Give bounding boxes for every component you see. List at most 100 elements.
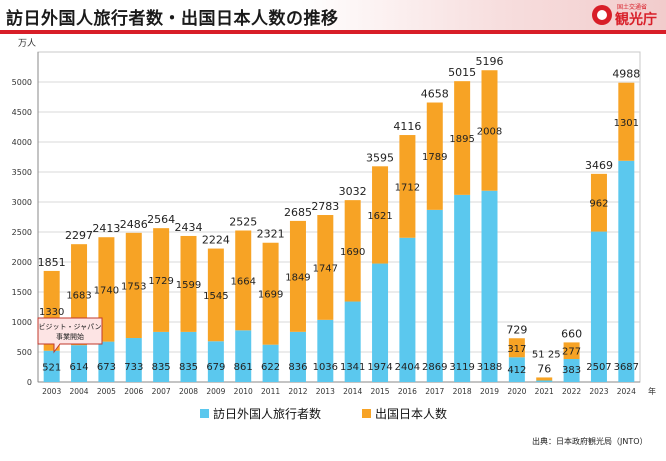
outbound-value-label: 1740: [94, 285, 119, 296]
outbound-value-label: 1690: [340, 247, 365, 258]
inbound-value-label: 836: [288, 362, 307, 373]
bar-inbound: [399, 237, 416, 382]
bar-inbound: [454, 194, 471, 382]
bar-inbound: [536, 380, 553, 382]
bar-outbound: [536, 377, 553, 381]
bar-outbound: [481, 70, 498, 191]
outbound-value-label: 1545: [203, 291, 228, 302]
outbound-value-label: 962: [589, 199, 608, 210]
x-tick-label: 2016: [398, 387, 417, 396]
outbound-value-label: 1895: [449, 134, 474, 145]
total-label: 2564: [147, 213, 175, 226]
total-label: 5196: [476, 55, 504, 68]
outbound-value-label: 1330: [39, 307, 64, 318]
legend-swatch-inbound: [200, 409, 209, 418]
x-tick-label: 2023: [589, 387, 608, 396]
x-tick-label: 2005: [97, 387, 116, 396]
outbound-value-label: 1683: [66, 291, 91, 302]
outbound-value-label: 1664: [231, 276, 256, 287]
x-tick-label: 2010: [234, 387, 253, 396]
inbound-value-label: 383: [562, 365, 581, 376]
inbound-value-label: 679: [206, 362, 225, 373]
inbound-value-label: 25: [548, 349, 561, 360]
inbound-value-label: 733: [124, 362, 143, 373]
x-tick-label: 2014: [343, 387, 362, 396]
bar-inbound: [180, 331, 197, 382]
total-label: 2486: [120, 218, 148, 231]
inbound-value-label: 2869: [422, 362, 447, 373]
inbound-value-label: 2404: [395, 362, 420, 373]
outbound-value-label: 1849: [285, 272, 310, 283]
outbound-value-label: 1747: [313, 263, 338, 274]
inbound-value-label: 1341: [340, 362, 365, 373]
total-label: 729: [506, 323, 527, 336]
bar-inbound: [344, 301, 361, 382]
x-tick-label: 2017: [425, 387, 444, 396]
total-label: 76: [537, 362, 551, 375]
legend-label-inbound: 訪日外国人旅行者数: [213, 406, 321, 421]
outbound-value-label: 277: [562, 347, 581, 358]
x-tick-label: 2019: [480, 387, 499, 396]
outbound-value-label: 1599: [176, 280, 201, 291]
outbound-value-label: 1789: [422, 152, 447, 163]
bar-inbound: [262, 344, 279, 382]
inbound-value-label: 835: [152, 362, 171, 373]
outbound-value-label: 1621: [367, 211, 392, 222]
bar-outbound: [235, 230, 252, 331]
outbound-value-label: 1712: [395, 182, 420, 193]
inbound-value-label: 614: [69, 362, 88, 373]
outbound-value-label: 1699: [258, 290, 283, 301]
annotation-line2: 事業開始: [56, 332, 84, 341]
x-tick-label: 2009: [206, 387, 225, 396]
x-tick-label: 2024: [617, 387, 636, 396]
x-tick-label: 2012: [288, 387, 307, 396]
total-label: 2685: [284, 206, 312, 219]
bar-outbound: [344, 200, 361, 302]
inbound-value-label: 673: [97, 362, 116, 373]
total-label: 2413: [92, 222, 120, 235]
x-tick-label: 2015: [370, 387, 389, 396]
total-label: 4116: [393, 120, 421, 133]
y-tick-label: 2000: [12, 258, 32, 267]
inbound-value-label: 861: [234, 362, 253, 373]
total-label: 660: [561, 327, 582, 340]
total-label: 1851: [38, 256, 66, 269]
title-band: [0, 0, 666, 30]
title-rule: [0, 30, 666, 34]
total-label: 2783: [311, 200, 339, 213]
sun-logo-icon: [592, 5, 612, 25]
inbound-value-label: 412: [507, 365, 526, 376]
y-tick-label: 0: [27, 378, 32, 387]
bar-inbound: [71, 345, 88, 382]
bar-inbound: [207, 341, 224, 382]
x-tick-label: 2011: [261, 387, 280, 396]
bar-inbound: [43, 350, 60, 382]
bar-inbound: [618, 160, 635, 382]
x-tick-label: 2021: [535, 387, 554, 396]
inbound-value-label: 1036: [313, 362, 338, 373]
total-label: 2434: [175, 221, 203, 234]
bar-outbound: [399, 135, 416, 238]
y-unit-label: 万人: [18, 38, 36, 49]
inbound-value-label: 835: [179, 362, 198, 373]
y-tick-label: 4500: [12, 108, 32, 117]
total-label: 2297: [65, 229, 93, 242]
bar-outbound: [563, 342, 580, 360]
legend-label-outbound: 出国日本人数: [375, 406, 447, 421]
y-tick-label: 3500: [12, 168, 32, 177]
total-label: 2525: [229, 216, 257, 229]
inbound-value-label: 3687: [614, 362, 639, 373]
total-label: 3032: [339, 185, 367, 198]
x-tick-label: 2006: [124, 387, 143, 396]
bar-inbound: [317, 319, 334, 382]
outbound-value-label: 1729: [148, 276, 173, 287]
total-label: 4988: [612, 68, 640, 81]
total-label: 2321: [257, 228, 285, 241]
bar-inbound: [563, 359, 580, 382]
bar-inbound: [125, 338, 142, 382]
x-tick-label: 2018: [453, 387, 472, 396]
bar-outbound: [508, 338, 525, 358]
y-tick-label: 1000: [12, 318, 32, 327]
outbound-value-label: 317: [507, 344, 526, 355]
bar-outbound: [98, 237, 115, 342]
